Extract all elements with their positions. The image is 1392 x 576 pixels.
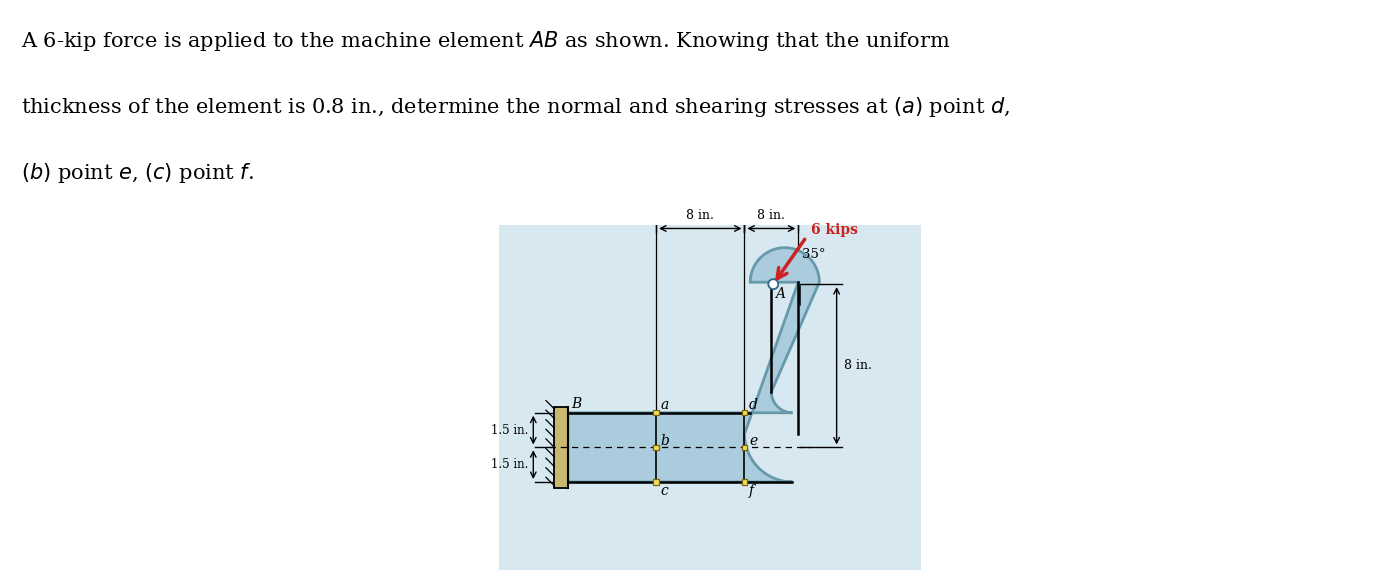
Text: 8 in.: 8 in.: [845, 359, 873, 372]
Text: f: f: [749, 484, 754, 498]
Polygon shape: [742, 410, 748, 415]
Text: 1.5 in.: 1.5 in.: [491, 423, 529, 437]
Polygon shape: [653, 479, 658, 484]
Polygon shape: [653, 445, 658, 450]
Text: thickness of the element is 0.8 in., determine the normal and shearing stresses : thickness of the element is 0.8 in., det…: [21, 95, 1009, 119]
Polygon shape: [742, 445, 748, 450]
Text: b: b: [661, 434, 670, 448]
Text: A: A: [775, 287, 785, 301]
Text: e: e: [749, 434, 757, 448]
Polygon shape: [554, 407, 568, 488]
Text: A 6-kip force is applied to the machine element $AB$ as shown. Knowing that the : A 6-kip force is applied to the machine …: [21, 29, 951, 53]
Polygon shape: [653, 410, 658, 415]
Text: B: B: [571, 397, 582, 411]
Text: a: a: [661, 398, 670, 412]
Text: 8 in.: 8 in.: [757, 209, 785, 222]
Text: d: d: [749, 398, 759, 412]
Polygon shape: [498, 225, 922, 570]
Polygon shape: [568, 248, 820, 482]
Text: 6 kips: 6 kips: [812, 223, 857, 237]
Text: 8 in.: 8 in.: [686, 209, 714, 222]
Polygon shape: [742, 479, 748, 484]
Text: c: c: [661, 484, 668, 498]
Circle shape: [768, 279, 778, 289]
Text: 1.5 in.: 1.5 in.: [491, 458, 529, 471]
Text: 35°: 35°: [802, 248, 825, 261]
Text: $(b)$ point $e$, $(c)$ point $f$.: $(b)$ point $e$, $(c)$ point $f$.: [21, 161, 253, 185]
